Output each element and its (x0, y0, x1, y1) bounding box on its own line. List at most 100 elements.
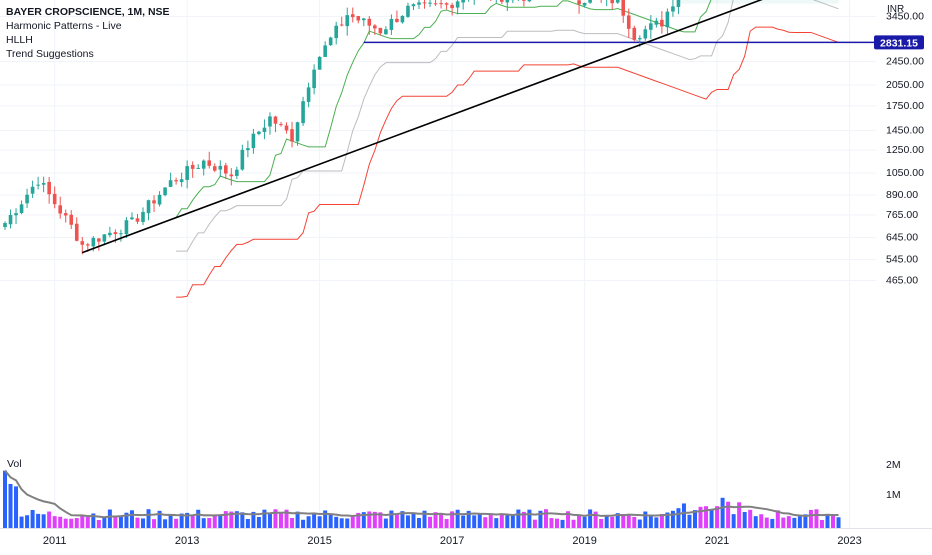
candle-body[interactable] (406, 6, 410, 17)
candle-body[interactable] (290, 129, 294, 141)
candle-body[interactable] (125, 220, 129, 234)
candle-body[interactable] (191, 165, 195, 169)
candle-body[interactable] (627, 15, 631, 28)
candle-body[interactable] (108, 233, 112, 235)
candle-body[interactable] (655, 21, 659, 25)
legend-indicator-hllh[interactable]: HLLH (6, 33, 170, 47)
candle-body[interactable] (632, 28, 636, 40)
candle-body[interactable] (439, 3, 443, 4)
candle-body[interactable] (230, 175, 234, 177)
candle-body[interactable] (202, 161, 206, 169)
candle-body[interactable] (356, 16, 360, 20)
candle-body[interactable] (588, 0, 592, 3)
candle-body[interactable] (274, 117, 278, 124)
candle-body[interactable] (506, 0, 510, 2)
candle-body[interactable] (42, 183, 46, 185)
candle-body[interactable] (412, 4, 416, 6)
candle-body[interactable] (20, 204, 24, 213)
candle-body[interactable] (373, 25, 377, 28)
candle-body[interactable] (456, 1, 460, 7)
candle-body[interactable] (671, 6, 675, 11)
candle-body[interactable] (616, 0, 620, 3)
candle-body[interactable] (621, 0, 625, 16)
candle-body[interactable] (285, 126, 289, 131)
candle-body[interactable] (69, 215, 73, 225)
candle-body[interactable] (31, 187, 35, 194)
candle-body[interactable] (25, 195, 29, 204)
candle-body[interactable] (268, 116, 272, 126)
candle-body[interactable] (246, 148, 250, 150)
candle-body[interactable] (423, 2, 427, 3)
candle-body[interactable] (395, 19, 399, 22)
candle-body[interactable] (235, 170, 239, 176)
candle-body[interactable] (450, 5, 454, 8)
candle-body[interactable] (638, 38, 642, 39)
candle-body[interactable] (323, 45, 327, 57)
volume-label[interactable]: Vol (7, 458, 22, 470)
candle-body[interactable] (75, 224, 79, 241)
candle-body[interactable] (610, 0, 614, 3)
candle-body[interactable] (103, 234, 107, 241)
candle-body[interactable] (174, 180, 178, 181)
candle-body[interactable] (213, 166, 217, 170)
candle-body[interactable] (340, 24, 344, 25)
candle-body[interactable] (666, 12, 670, 28)
candle-body[interactable] (583, 3, 587, 6)
candle-body[interactable] (36, 185, 40, 186)
candle-body[interactable] (263, 128, 267, 132)
candle-body[interactable] (218, 166, 222, 170)
candle-body[interactable] (296, 122, 300, 141)
candle-body[interactable] (47, 182, 51, 194)
candle-body[interactable] (461, 0, 465, 2)
candle-body[interactable] (428, 3, 432, 4)
candle-body[interactable] (362, 18, 366, 20)
candle-body[interactable] (301, 101, 305, 123)
candle-body[interactable] (318, 57, 322, 70)
candle-body[interactable] (141, 212, 145, 222)
candle-body[interactable] (136, 218, 140, 221)
candle-body[interactable] (9, 215, 13, 224)
candle-body[interactable] (14, 213, 18, 215)
candle-body[interactable] (351, 14, 355, 17)
candle-body[interactable] (147, 200, 151, 213)
candle-body[interactable] (500, 0, 504, 2)
candle-body[interactable] (434, 3, 438, 4)
candle-body[interactable] (390, 19, 394, 30)
candle-body[interactable] (53, 194, 57, 204)
candle-body[interactable] (401, 16, 405, 22)
candle-body[interactable] (522, 0, 526, 1)
candle-body[interactable] (384, 29, 388, 34)
candle-body[interactable] (649, 23, 653, 29)
candle-body[interactable] (577, 0, 581, 4)
candle-body[interactable] (417, 2, 421, 4)
candle-body[interactable] (3, 223, 7, 227)
candle-body[interactable] (158, 195, 162, 205)
candle-body[interactable] (80, 241, 84, 245)
candle-body[interactable] (279, 124, 283, 125)
candle-body[interactable] (114, 232, 118, 234)
candle-body[interactable] (224, 165, 228, 173)
candle-body[interactable] (196, 168, 200, 169)
candle-body[interactable] (312, 70, 316, 88)
candle-body[interactable] (257, 132, 261, 134)
candle-body[interactable] (180, 179, 184, 182)
candle-body[interactable] (660, 20, 664, 27)
candle-body[interactable] (252, 134, 256, 148)
candle-body[interactable] (644, 29, 648, 38)
candle-body[interactable] (58, 205, 62, 213)
candle-body[interactable] (345, 15, 349, 26)
legend-indicator-trend[interactable]: Trend Suggestions (6, 47, 170, 61)
candle-body[interactable] (169, 180, 173, 187)
candle-body[interactable] (677, 0, 681, 7)
candle-body[interactable] (307, 87, 311, 102)
candle-body[interactable] (329, 38, 333, 46)
candle-body[interactable] (185, 166, 189, 180)
candle-body[interactable] (119, 233, 123, 234)
candle-body[interactable] (92, 238, 96, 247)
candle-body[interactable] (64, 213, 68, 215)
candle-body[interactable] (368, 19, 372, 26)
candle-body[interactable] (445, 3, 449, 4)
candle-body[interactable] (528, 0, 532, 1)
candle-body[interactable] (207, 160, 211, 165)
legend-indicator-harmonic[interactable]: Harmonic Patterns - Live (6, 19, 170, 33)
